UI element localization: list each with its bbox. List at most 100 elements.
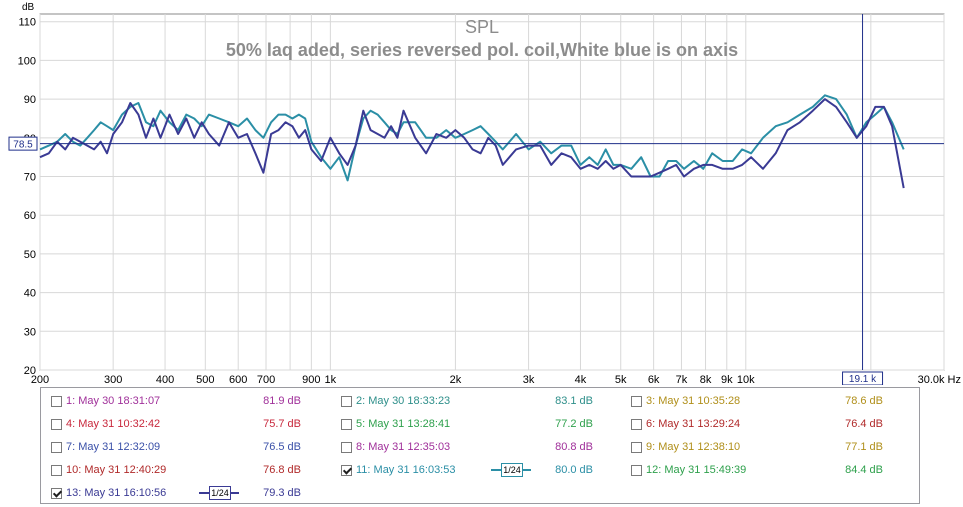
- legend-value: 76.8 dB: [263, 464, 301, 476]
- legend-item-11[interactable]: 11: May 31 16:03:53: [341, 458, 455, 482]
- legend-item-10[interactable]: 10: May 31 12:40:29: [51, 458, 166, 482]
- legend-label: 6: May 31 13:29:24: [646, 418, 741, 430]
- x-tick-label: 7k: [676, 374, 688, 385]
- smoothing-indicator[interactable]: 1/24: [199, 486, 239, 500]
- legend-item-6[interactable]: 6: May 31 13:29:24: [631, 412, 740, 436]
- legend-checkbox[interactable]: [341, 418, 352, 430]
- legend-row: 10: May 31 12:40:29 76.8 dB 11: May 31 1…: [41, 458, 919, 482]
- legend-value: 81.9 dB: [263, 395, 301, 407]
- y-tick-label: 90: [24, 94, 36, 106]
- legend-item-13[interactable]: 13: May 31 16:10:56: [51, 481, 166, 505]
- legend-checkbox-checked[interactable]: [341, 464, 352, 476]
- plot-area[interactable]: [39, 13, 945, 371]
- legend-value: 80.0 dB: [555, 464, 593, 476]
- cursor-y-readout: 78.5: [8, 136, 38, 151]
- legend-label: 10: May 31 12:40:29: [66, 464, 167, 476]
- legend-item-5[interactable]: 5: May 31 13:28:41: [341, 412, 450, 436]
- legend-checkbox[interactable]: [51, 464, 62, 476]
- legend-label: 3: May 31 10:35:28: [646, 395, 741, 407]
- x-tick-label: 6k: [648, 374, 660, 385]
- y-tick-label: 60: [24, 210, 36, 222]
- legend-value: 75.7 dB: [263, 418, 301, 430]
- legend-checkbox[interactable]: [631, 418, 642, 430]
- legend-row: 4: May 31 10:32:42 75.7 dB 5: May 31 13:…: [41, 412, 919, 436]
- x-tick-label: 500: [196, 374, 214, 385]
- x-tick-label: 200: [31, 374, 49, 385]
- x-tick-label: 700: [257, 374, 275, 385]
- smoothing-indicator[interactable]: 1/24: [491, 463, 531, 477]
- legend-label: 9: May 31 12:38:10: [646, 441, 741, 453]
- x-tick-label: 9k: [721, 374, 733, 385]
- legend-row: 1: May 30 18:31:07 81.9 dB 2: May 30 18:…: [41, 389, 919, 413]
- legend-label: 12: May 31 15:49:39: [646, 464, 747, 476]
- y-tick-label: 70: [24, 172, 36, 184]
- legend-item-8[interactable]: 8: May 31 12:35:03: [341, 435, 450, 459]
- legend-row: 7: May 31 12:32:09 76.5 dB 8: May 31 12:…: [41, 435, 919, 459]
- x-tick-label: 400: [156, 374, 174, 385]
- x-tick-label: 5k: [615, 374, 627, 385]
- y-tick-label: 20: [24, 365, 36, 377]
- legend-value: 80.8 dB: [555, 441, 593, 453]
- x-tick-label: 300: [104, 374, 122, 385]
- x-tick-label: 8k: [700, 374, 712, 385]
- x-tick-label: 30.0k Hz: [918, 374, 961, 385]
- x-tick-label: 1k: [325, 374, 337, 385]
- legend-checkbox[interactable]: [631, 441, 642, 453]
- legend-checkbox[interactable]: [51, 418, 62, 430]
- y-tick-label: 110: [18, 17, 36, 29]
- legend-checkbox[interactable]: [341, 441, 352, 453]
- x-tick-label: 4k: [575, 374, 587, 385]
- x-tick-label: 900: [302, 374, 320, 385]
- cursor-x-readout: 19.1 k: [842, 371, 884, 385]
- x-tick-label: 600: [229, 374, 247, 385]
- legend-value: 76.4 dB: [845, 418, 883, 430]
- x-tick-label: 10k: [737, 374, 755, 385]
- x-tick-label: 2k: [450, 374, 462, 385]
- cursor-y-label: 78.5: [13, 140, 33, 151]
- legend-checkbox[interactable]: [341, 395, 352, 407]
- smoothing-label: 1/24: [501, 463, 523, 477]
- legend-label: 8: May 31 12:35:03: [356, 441, 451, 453]
- legend-item-1[interactable]: 1: May 30 18:31:07: [51, 389, 160, 413]
- legend-checkbox[interactable]: [51, 441, 62, 453]
- legend-checkbox[interactable]: [51, 395, 62, 407]
- cursor-x-label: 19.1 k: [849, 374, 877, 385]
- legend-label: 11: May 31 16:03:53: [356, 464, 456, 476]
- legend-item-4[interactable]: 4: May 31 10:32:42: [51, 412, 160, 436]
- legend-row: 13: May 31 16:10:56 1/24 79.3 dB: [41, 481, 919, 505]
- legend-label: 13: May 31 16:10:56: [66, 487, 167, 499]
- legend-checkbox[interactable]: [631, 464, 642, 476]
- legend-label: 1: May 30 18:31:07: [66, 395, 161, 407]
- y-tick-label: 50: [24, 249, 36, 261]
- chart-title: SPL: [465, 17, 499, 37]
- legend-label: 7: May 31 12:32:09: [66, 441, 161, 453]
- legend-item-7[interactable]: 7: May 31 12:32:09: [51, 435, 160, 459]
- legend-item-3[interactable]: 3: May 31 10:35:28: [631, 389, 740, 413]
- y-tick-label: 40: [24, 288, 36, 300]
- chart-subtitle: 50% laq aded, series reversed pol. coil,…: [226, 40, 738, 60]
- series-line: [39, 94, 905, 182]
- legend-label: 5: May 31 13:28:41: [356, 418, 451, 430]
- legend-item-9[interactable]: 9: May 31 12:38:10: [631, 435, 740, 459]
- y-tick-label: 30: [24, 326, 36, 338]
- legend-checkbox-checked[interactable]: [51, 487, 62, 499]
- legend-value: 79.3 dB: [263, 487, 301, 499]
- legend-label: 4: May 31 10:32:42: [66, 418, 161, 430]
- legend-item-12[interactable]: 12: May 31 15:49:39: [631, 458, 746, 482]
- y-tick-label: 100: [18, 55, 36, 67]
- y-axis-unit: dB: [22, 2, 35, 13]
- legend-checkbox[interactable]: [631, 395, 642, 407]
- series-line: [39, 98, 905, 189]
- legend-label: 2: May 30 18:33:23: [356, 395, 451, 407]
- legend-value: 77.1 dB: [845, 441, 883, 453]
- legend-value: 84.4 dB: [845, 464, 883, 476]
- legend-value: 78.6 dB: [845, 395, 883, 407]
- legend-value: 77.2 dB: [555, 418, 593, 430]
- legend-value: 76.5 dB: [263, 441, 301, 453]
- measurement-legend: 1: May 30 18:31:07 81.9 dB 2: May 30 18:…: [40, 387, 920, 504]
- legend-value: 83.1 dB: [555, 395, 593, 407]
- spl-chart: 1101009080706050403020 20030040050060070…: [8, 2, 961, 385]
- smoothing-label: 1/24: [209, 486, 231, 500]
- x-tick-label: 3k: [523, 374, 535, 385]
- legend-item-2[interactable]: 2: May 30 18:33:23: [341, 389, 450, 413]
